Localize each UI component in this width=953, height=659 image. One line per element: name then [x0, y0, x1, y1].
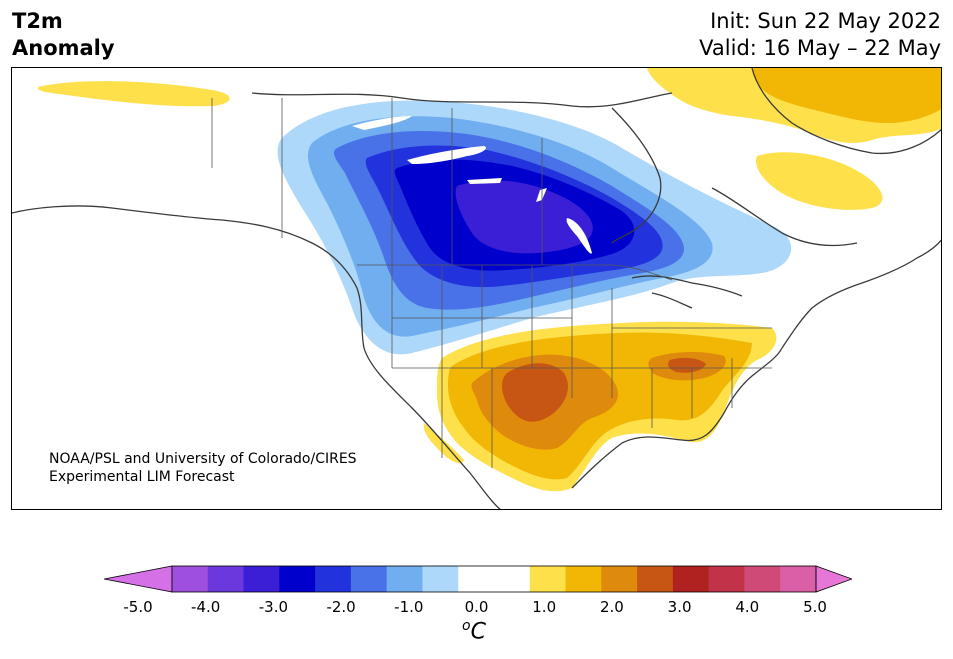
colorbar-tick-label: 1.0 — [532, 598, 557, 616]
colorbar-bin — [386, 566, 423, 592]
province-borders — [211, 98, 543, 265]
anomaly-map — [12, 68, 941, 509]
colorbar-bin — [172, 566, 209, 592]
colorbar-unit: oC — [462, 618, 486, 644]
colorbar-bin — [350, 566, 388, 592]
colorbar-bin — [207, 566, 245, 592]
greenland-coast — [751, 68, 941, 155]
great-lakes — [631, 275, 743, 309]
west-coast — [12, 205, 501, 509]
colorbar-bin — [637, 566, 674, 592]
colorbar-bin — [494, 566, 531, 592]
colorbar-bin — [744, 566, 781, 592]
title-line-2: Anomaly — [12, 36, 115, 60]
colorbar-tick-label: 3.0 — [667, 598, 692, 616]
colorbar-bin — [279, 566, 316, 592]
warm-contour-ne-2 — [752, 68, 941, 123]
warm-contour-4b — [668, 357, 706, 373]
title-line-1: T2m — [12, 9, 63, 33]
forecast-dates: Init: Sun 22 May 2022 Valid: 16 May – 22… — [699, 8, 941, 62]
lake-icon — [536, 188, 547, 202]
colorbar-bin — [780, 566, 817, 592]
map-credit: NOAA/PSL and University of Colorado/CIRE… — [49, 450, 357, 486]
coastline-borders — [12, 68, 941, 509]
colorbar-tick-label: -3.0 — [258, 598, 289, 616]
colorbar-outline — [171, 565, 817, 593]
warm-contour-4 — [502, 363, 568, 422]
colorbar-bin — [565, 566, 602, 592]
colorbar-tick-label: -4.0 — [191, 598, 221, 616]
warm-anomaly-region — [437, 321, 777, 492]
colorbar-bin — [458, 566, 495, 592]
colorbar-ticks: -5.0 -4.0 -3.0 -2.0 -1.0 0.0 1.0 2.0 3.0 4.0 5.0 — [0, 598, 953, 618]
hudson-bay — [611, 107, 662, 244]
lake-icon — [407, 146, 487, 164]
colorbar — [103, 564, 854, 602]
lake-icon — [566, 218, 592, 254]
colorbar-bin — [672, 566, 710, 592]
map-title: T2m Anomaly — [12, 8, 115, 62]
map-panel — [11, 67, 942, 510]
colorbar-tick-label: 5.0 — [803, 598, 827, 616]
arctic-coast — [251, 92, 673, 108]
cold-anomaly-region — [277, 100, 792, 355]
colorbar-tick-label: 0.0 — [464, 598, 489, 616]
colorbar-bin — [601, 566, 638, 592]
credit-line-2: Experimental LIM Forecast — [49, 469, 235, 485]
colorbar-tick-label: -2.0 — [326, 598, 356, 616]
valid-range: Valid: 16 May – 22 May — [699, 36, 941, 60]
colorbar-extend-low — [103, 565, 173, 593]
colorbar-bin — [529, 566, 567, 592]
cold-contour-6 — [455, 180, 593, 254]
init-date: Init: Sun 22 May 2022 — [710, 9, 941, 33]
unit-degree-symbol: o — [462, 618, 471, 634]
warm-contour-ne-4 — [37, 81, 230, 107]
political-borders — [211, 98, 772, 468]
lake-icon — [467, 178, 502, 184]
colorbar-bin — [315, 566, 352, 592]
colorbar-tick-label: 2.0 — [599, 598, 624, 616]
colorbar-bin — [243, 566, 280, 592]
colorbar-bin — [422, 566, 459, 592]
colorbar-tick-label: 4.0 — [735, 598, 760, 616]
unit-letter: C — [470, 619, 486, 645]
state-borders — [391, 265, 772, 468]
colorbar-graphic — [103, 565, 854, 593]
us-canada-border — [357, 264, 673, 281]
colorbar-tick-label: -1.0 — [394, 598, 424, 616]
lake-icon — [352, 116, 412, 130]
credit-line-1: NOAA/PSL and University of Colorado/CIRE… — [49, 451, 357, 467]
colorbar-tick-label: -5.0 — [123, 598, 153, 616]
gulf-coast — [571, 347, 783, 489]
colorbar-extend-high — [815, 565, 854, 593]
labrador-coast — [711, 187, 858, 247]
colorbar-bin — [708, 566, 745, 592]
warm-contour-ne-3 — [756, 152, 883, 210]
east-coast — [781, 239, 941, 349]
